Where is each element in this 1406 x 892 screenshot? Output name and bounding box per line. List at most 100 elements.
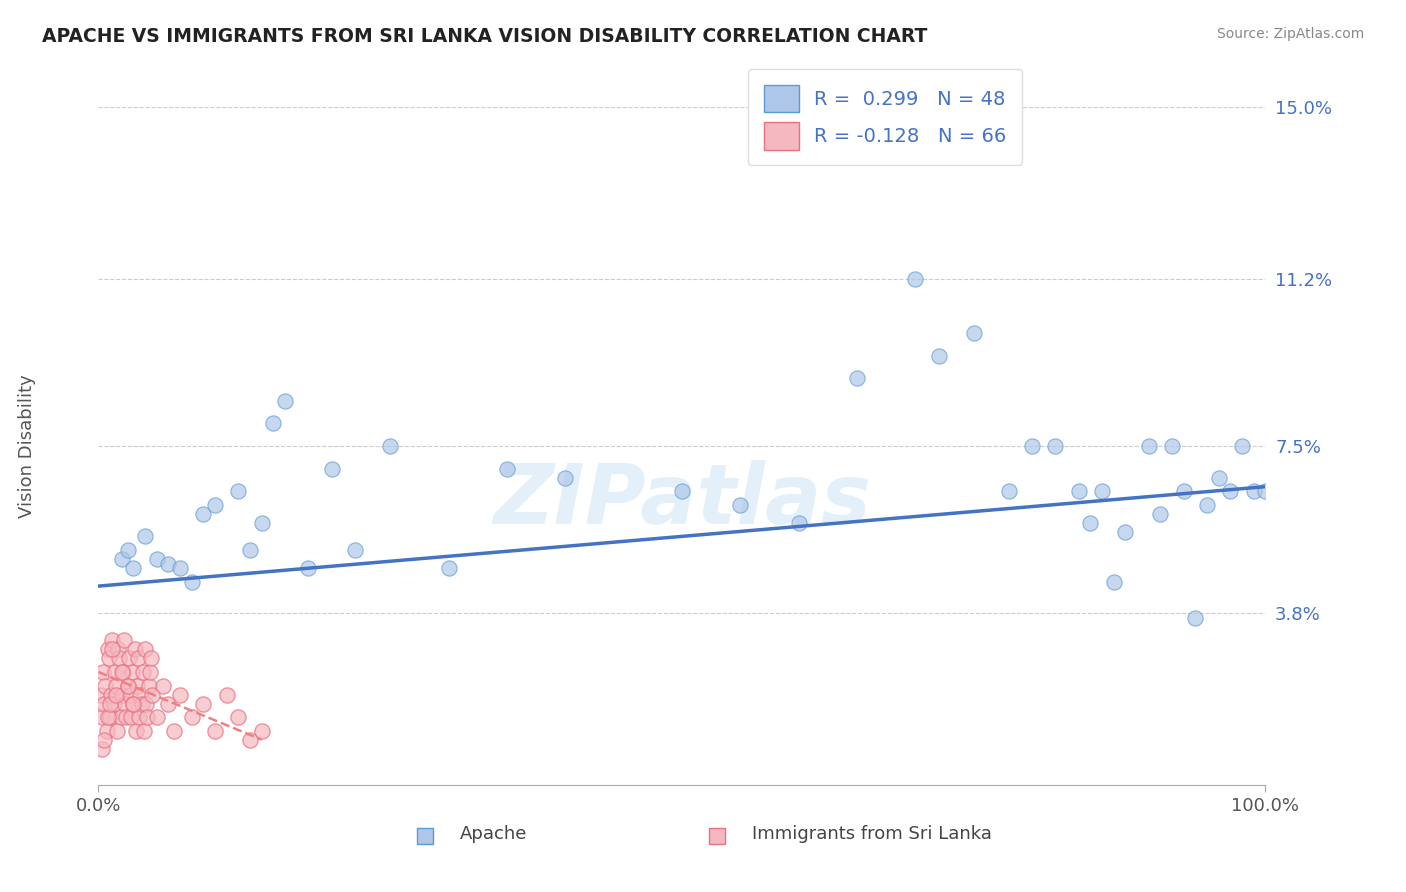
Point xyxy=(239,543,262,558)
Point xyxy=(118,651,141,665)
Point xyxy=(125,679,148,693)
Point xyxy=(114,697,136,711)
Point xyxy=(928,349,950,363)
Point xyxy=(274,393,297,408)
Point xyxy=(101,642,124,657)
Point xyxy=(204,498,226,512)
Point xyxy=(1114,524,1136,539)
Point xyxy=(125,723,148,738)
Point xyxy=(228,484,250,499)
Point xyxy=(121,665,143,679)
Legend: R =  0.299   N = 48, R = -0.128   N = 66: R = 0.299 N = 48, R = -0.128 N = 66 xyxy=(748,70,1022,165)
Point xyxy=(129,688,152,702)
Point xyxy=(180,710,202,724)
Point xyxy=(97,642,120,657)
Point xyxy=(157,557,180,571)
Point xyxy=(90,688,112,702)
Point xyxy=(146,552,169,566)
Point xyxy=(1045,439,1067,453)
Point xyxy=(139,665,162,679)
Point xyxy=(100,688,122,702)
Text: Immigrants from Sri Lanka: Immigrants from Sri Lanka xyxy=(752,825,991,843)
Point xyxy=(104,679,127,693)
Point xyxy=(1195,498,1218,512)
Point xyxy=(671,484,693,499)
Point xyxy=(101,633,124,648)
Point xyxy=(122,697,145,711)
Point xyxy=(321,461,343,475)
Point xyxy=(105,723,128,738)
Point xyxy=(1149,507,1171,521)
Point xyxy=(228,710,250,724)
Point xyxy=(250,516,273,530)
Point xyxy=(380,439,402,453)
Point xyxy=(107,642,129,657)
Point xyxy=(94,679,117,693)
Point xyxy=(157,697,180,711)
Point xyxy=(1173,484,1195,499)
Point xyxy=(169,688,191,702)
Point xyxy=(112,633,135,648)
Text: APACHE VS IMMIGRANTS FROM SRI LANKA VISION DISABILITY CORRELATION CHART: APACHE VS IMMIGRANTS FROM SRI LANKA VISI… xyxy=(42,27,928,45)
Y-axis label: Vision Disability: Vision Disability xyxy=(18,374,37,518)
Point xyxy=(204,723,226,738)
Point xyxy=(110,710,132,724)
Point xyxy=(132,723,155,738)
Point xyxy=(787,516,810,530)
Text: Source: ZipAtlas.com: Source: ZipAtlas.com xyxy=(1216,27,1364,41)
Point xyxy=(136,710,159,724)
Point xyxy=(1161,439,1184,453)
Point xyxy=(193,507,215,521)
Point xyxy=(98,710,121,724)
Point xyxy=(90,710,112,724)
Point xyxy=(117,679,139,693)
Point xyxy=(108,651,131,665)
Point xyxy=(997,484,1019,499)
Point xyxy=(124,642,146,657)
Point xyxy=(138,679,160,693)
Point xyxy=(437,561,460,575)
Point xyxy=(1219,484,1241,499)
Point xyxy=(111,552,134,566)
Point xyxy=(215,688,238,702)
Point xyxy=(111,688,134,702)
Point xyxy=(1091,484,1114,499)
Point xyxy=(97,710,120,724)
Point xyxy=(1230,439,1253,453)
Point xyxy=(131,697,153,711)
Point xyxy=(128,710,150,724)
Point xyxy=(93,697,115,711)
Point xyxy=(132,665,155,679)
Point xyxy=(904,272,927,286)
Point xyxy=(120,710,142,724)
Point xyxy=(846,371,869,385)
Point xyxy=(122,697,145,711)
Point xyxy=(163,723,186,738)
Point xyxy=(90,741,112,756)
Point xyxy=(239,732,262,747)
Point xyxy=(104,688,127,702)
Point xyxy=(554,470,576,484)
Point xyxy=(1080,516,1102,530)
Point xyxy=(1137,439,1160,453)
Point xyxy=(1243,484,1265,499)
Point xyxy=(134,529,156,543)
Point xyxy=(1208,470,1230,484)
Point xyxy=(117,679,139,693)
Point xyxy=(135,697,157,711)
Point xyxy=(180,574,202,589)
Point xyxy=(93,732,115,747)
Point xyxy=(103,697,125,711)
Point xyxy=(134,642,156,657)
Point xyxy=(297,561,319,575)
Point xyxy=(111,665,134,679)
Text: ZIPatlas: ZIPatlas xyxy=(494,459,870,541)
Point xyxy=(97,651,120,665)
Point xyxy=(1102,574,1125,589)
Point xyxy=(139,651,162,665)
Point xyxy=(141,688,163,702)
Point xyxy=(115,710,138,724)
Point xyxy=(730,498,752,512)
Point xyxy=(169,561,191,575)
Text: Apache: Apache xyxy=(460,825,527,843)
